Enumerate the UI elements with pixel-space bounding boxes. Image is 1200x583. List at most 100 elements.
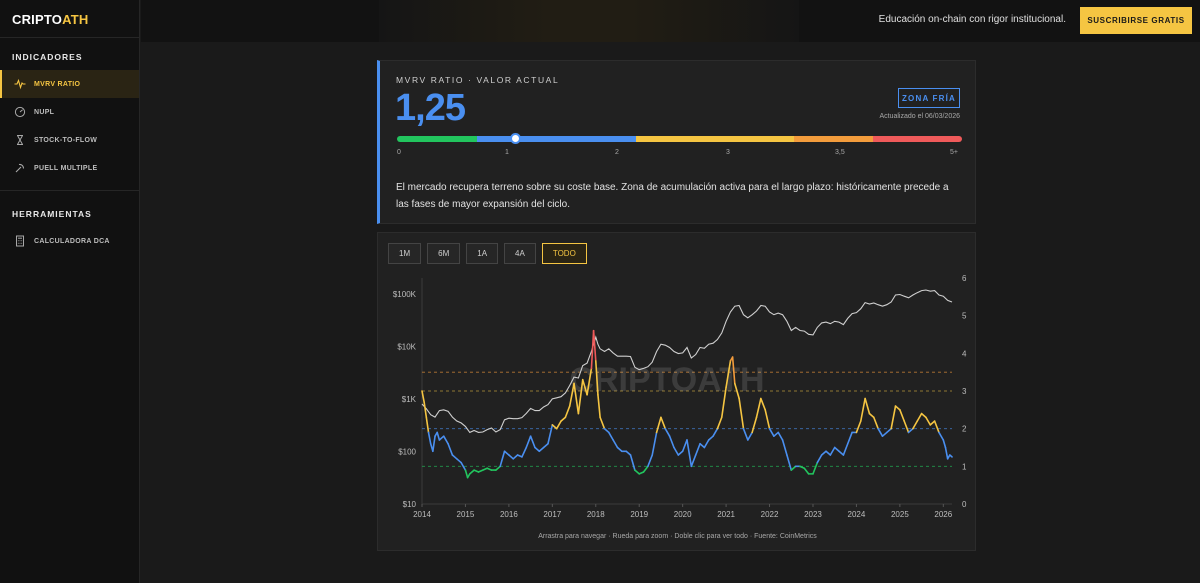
mvrv-series-segment [455, 458, 462, 464]
mvrv-series-segment [703, 439, 710, 449]
mvrv-series-segment [468, 469, 475, 475]
pulse-icon [14, 78, 26, 90]
y-tick-left: $10K [397, 342, 416, 351]
mvrv-series-segment [925, 416, 932, 426]
mvrv-series-segment [612, 439, 619, 449]
mvrv-series-segment [747, 431, 753, 441]
sidebar-item-stock-to-flow[interactable]: STOCK-TO-FLOW [0, 126, 139, 154]
mvrv-series-segment [564, 405, 571, 419]
mvrv-series-segment [660, 416, 667, 430]
mvrv-series-segment [712, 427, 719, 437]
calculator-icon [14, 235, 26, 247]
mvrv-series-segment [555, 420, 562, 430]
mvrv-series-segment [529, 435, 536, 449]
tools-section-title: HERRAMIENTAS [12, 209, 92, 219]
scale-tick: 3,5 [835, 149, 845, 156]
mvrv-series-segment [899, 409, 906, 422]
mvrv-series-segment [720, 386, 727, 419]
mvrv-series-segment [707, 435, 714, 441]
mvrv-series-segment [820, 450, 827, 456]
mvrv-series-segment [838, 450, 845, 456]
sidebar-item-nupl[interactable]: NUPL [0, 98, 139, 126]
mvrv-series-segment [760, 397, 766, 411]
mvrv-series-segment [777, 431, 784, 441]
mvrv-value-card: MVRV RATIO · VALOR ACTUAL 1,25 ZONA FRÍA… [377, 60, 976, 224]
mvrv-series-segment [768, 427, 775, 437]
scale-segment-green [397, 136, 477, 142]
mvrv-series-segment [920, 412, 927, 419]
sidebar-item-puell-multiple[interactable]: PUELL MULTIPLE [0, 154, 139, 182]
mvrv-series-segment [764, 409, 771, 430]
chart-footnote: Arrastra para navegar · Rueda para zoom … [538, 533, 817, 540]
chart-card: 1M 6M 1A 4A TODO $10 $100 $1K $10K $100K 0 1 2 3… [377, 232, 976, 551]
mvrv-series-segment [538, 446, 545, 453]
mvrv-series-segment [642, 465, 649, 473]
mvrv-series-segment [603, 427, 610, 434]
scale-segment-yellow [636, 136, 794, 142]
mvrv-series-segment [427, 431, 432, 445]
mvrv-series-segment [464, 469, 469, 479]
mvrv-series-segment [886, 427, 892, 434]
x-tick-label: 2018 [587, 510, 605, 519]
x-tick-label: 2015 [457, 510, 475, 519]
mvrv-series-segment [560, 416, 567, 422]
mvrv-series-segment [742, 427, 749, 441]
mvrv-series-segment [668, 435, 675, 449]
mvrv-series-segment [581, 378, 588, 396]
mvrv-series-segment [590, 329, 595, 370]
header-tagline: Educación on-chain con rigor institucion… [878, 14, 1066, 25]
mvrv-series-segment [903, 420, 910, 434]
sidebar-item-dca-calculator[interactable]: CALCULADORA DCA [0, 227, 139, 255]
mvrv-series-segment [803, 467, 810, 475]
range-button-4a[interactable]: 4A [504, 243, 536, 264]
hourglass-icon [14, 134, 26, 146]
mvrv-series-segment [436, 431, 441, 441]
mvrv-chart[interactable]: $10 $100 $1K $10K $100K 0 1 2 3 4 5 6 2014 2015 2016 20… [378, 268, 977, 530]
mvrv-series-segment [547, 424, 554, 445]
mvrv-series-segment [503, 450, 510, 456]
mvrv-series-segment [508, 454, 515, 460]
mvrv-series-segment [438, 435, 445, 441]
sidebar-item-mvrv-ratio[interactable]: MVRV RATIO [0, 70, 139, 98]
brand-logo[interactable]: CRIPTOATH [0, 0, 139, 38]
range-button-1a[interactable]: 1A [466, 243, 499, 264]
scale-tick: 0 [397, 149, 401, 156]
updated-timestamp: Actualizado el 06/03/2026 [879, 113, 960, 120]
mvrv-series-segment [634, 469, 641, 475]
mvrv-series-segment [673, 446, 680, 456]
mvrv-series-segment [442, 435, 449, 445]
sidebar: CRIPTOATH INDICADORES MVRV RATIO NUPL ST… [0, 0, 140, 583]
top-header: Educación on-chain con rigor institucion… [141, 0, 1200, 42]
x-tick-label: 2025 [891, 510, 909, 519]
mvrv-series-segment [647, 454, 654, 468]
x-tick-label: 2017 [543, 510, 561, 519]
mvrv-series-segment [773, 431, 780, 437]
mvrv-series-segment [894, 405, 901, 411]
chart-watermark: CRIPTOATH [569, 361, 764, 399]
y-tick-right: 4 [962, 349, 967, 358]
mvrv-series-segment [929, 420, 936, 426]
mvrv-series-segment [599, 416, 606, 430]
subscribe-button[interactable]: SUSCRIBIRSE GRATIS [1080, 7, 1192, 34]
mvrv-series-segment [816, 454, 823, 464]
brand-logo-part2: ATH [62, 12, 89, 27]
mvrv-series-segment [525, 435, 532, 449]
mvrv-series-segment [751, 416, 758, 434]
range-button-6m[interactable]: 6M [427, 243, 461, 264]
mvrv-series-segment [790, 465, 797, 471]
mvrv-series-segment [568, 382, 575, 407]
scale-tick: 1 [505, 149, 509, 156]
mvrv-series-segment [512, 454, 519, 460]
mvrv-series-segment [495, 465, 501, 471]
mvrv-series-segment [949, 454, 953, 458]
mvrv-series-segment [690, 454, 697, 468]
mvrv-series-segment [432, 435, 436, 453]
range-button-1m[interactable]: 1M [388, 243, 422, 264]
mvrv-series-segment [864, 397, 871, 415]
mvrv-series-segment [699, 442, 706, 449]
range-button-todo[interactable]: TODO [541, 243, 587, 264]
mvrv-series-segment [855, 420, 862, 434]
y-tick-right: 2 [962, 425, 967, 434]
mvrv-series-segment [877, 427, 884, 437]
pickaxe-icon [14, 162, 26, 174]
